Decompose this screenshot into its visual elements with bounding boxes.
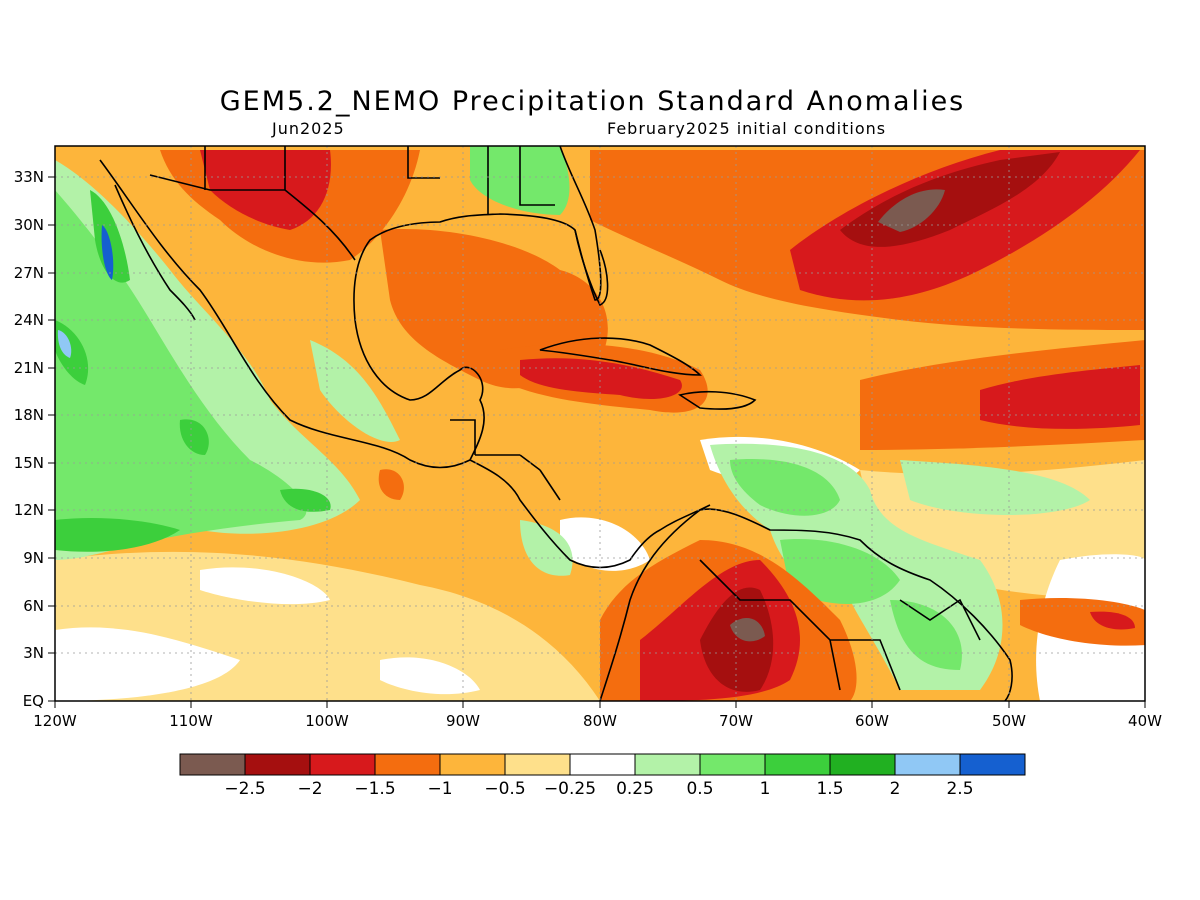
lon-tick-label: 70W	[719, 712, 753, 730]
lat-tick-label: 3N	[23, 644, 44, 662]
field-red-caribbean	[520, 358, 682, 400]
lat-tick-label: EQ	[23, 692, 44, 710]
colorbar-swatch	[634, 753, 701, 776]
colorbar-swatch	[959, 753, 1026, 776]
axis-tick-marks	[48, 176, 1146, 708]
colorbar-label: 0.5	[686, 779, 713, 799]
colorbar-swatch	[504, 753, 571, 776]
lat-tick-label: 21N	[14, 359, 44, 377]
lon-tick-label: 80W	[583, 712, 617, 730]
lat-tick-label: 12N	[14, 501, 44, 519]
lat-tick-label: 24N	[14, 311, 44, 329]
field-red-atlantic-east	[1020, 598, 1145, 646]
coastlines	[99, 146, 1013, 701]
field-white-2	[200, 567, 330, 605]
colorbar-swatch	[894, 753, 961, 776]
field-green-caribbean-east-mid	[730, 459, 840, 516]
field-green-mexico	[310, 340, 400, 442]
coast-cuba	[539, 337, 702, 376]
colorbar-label: 2	[890, 779, 901, 799]
lat-labels: 33N 30N 27N 24N 21N 18N 15N 12N 9N 6N 3N…	[14, 168, 44, 710]
lat-tick-label: 33N	[14, 168, 44, 186]
lat-tick-label: 6N	[23, 597, 44, 615]
coast-florida	[574, 229, 609, 307]
field-green-atlantic	[900, 460, 1090, 515]
field-brown-colombia	[730, 618, 765, 642]
colorbar-label: −1.5	[354, 779, 395, 799]
colorbar-label: 0.25	[616, 779, 654, 799]
lon-tick-label: 60W	[855, 712, 889, 730]
colorbar-label: 1	[760, 779, 771, 799]
field-orange-pacific-east	[378, 469, 404, 500]
colorbar-swatch	[439, 753, 506, 776]
colorbar-swatch	[179, 753, 246, 776]
lon-labels: 120W 110W 100W 90W 80W 70W 60W 50W 40W	[33, 712, 1162, 730]
gridlines	[55, 146, 1145, 701]
colorbar-swatch	[569, 753, 636, 776]
field-green-pacific-dark4	[179, 419, 209, 455]
field-white-3	[380, 657, 480, 695]
lat-tick-label: 18N	[14, 406, 44, 424]
colorbar-swatch	[764, 753, 831, 776]
colorbar-label: 1.5	[816, 779, 843, 799]
lat-tick-label: 30N	[14, 216, 44, 234]
field-red-atlantic	[790, 150, 1140, 301]
colorbar-swatch	[374, 753, 441, 776]
coast-hispaniola	[678, 390, 757, 410]
lat-tick-label: 15N	[14, 454, 44, 472]
lon-tick-label: 50W	[992, 712, 1026, 730]
lon-tick-label: 120W	[33, 712, 77, 730]
field-brown-atlantic	[878, 189, 945, 232]
colorbar-swatch	[699, 753, 766, 776]
colorbar-label: −2	[297, 779, 322, 799]
field-green-panama	[520, 520, 573, 576]
coast-central-america	[469, 459, 711, 569]
border-us-states	[407, 146, 555, 215]
initial-conditions-label: February2025 initial conditions	[607, 119, 887, 138]
coast-south-america	[599, 508, 1013, 701]
field-white-4	[560, 517, 650, 571]
border-us-mexico	[149, 146, 356, 261]
field-red-atlantic-mid	[980, 365, 1140, 429]
colorbar-swatch	[244, 753, 311, 776]
border-south-america	[699, 559, 981, 691]
lon-tick-label: 100W	[305, 712, 349, 730]
colorbar-label: −2.5	[224, 779, 265, 799]
forecast-month: Jun2025	[272, 119, 345, 138]
colorbar-swatch	[309, 753, 376, 776]
field-green-pacific-dark3	[90, 190, 130, 283]
lon-tick-label: 110W	[169, 712, 213, 730]
field-green-pacific-dark	[55, 518, 180, 552]
lat-tick-label: 27N	[14, 264, 44, 282]
field-green-guianas-mid	[780, 539, 900, 604]
field-darkred-colombia	[700, 587, 774, 692]
colorbar-label: −1	[427, 779, 452, 799]
field-lightblue-pacific	[57, 330, 72, 358]
colorbar-label: −0.25	[544, 779, 596, 799]
border-central-america	[450, 419, 561, 501]
colorbar-label: −0.5	[484, 779, 525, 799]
colorbar-swatch	[829, 753, 896, 776]
field-green-guianas-lo	[890, 600, 962, 670]
coast-baja	[114, 184, 196, 321]
lat-tick-label: 9N	[23, 549, 44, 567]
map-title: GEM5.2_NEMO Precipitation Standard Anoma…	[219, 86, 966, 117]
lon-tick-label: 40W	[1128, 712, 1162, 730]
lon-tick-label: 90W	[446, 712, 480, 730]
colorbar-label: 2.5	[946, 779, 973, 799]
colorbar: −2.5 −2 −1.5 −1 −0.5 −0.25 0.25 0.5 1 1.5 2 2.5	[179, 753, 1026, 799]
field-white-1	[55, 627, 240, 701]
field-redspot-atlantic-east	[1090, 611, 1135, 630]
field-green-pacific-dark5	[280, 488, 331, 512]
field-blue-baja	[101, 225, 114, 280]
